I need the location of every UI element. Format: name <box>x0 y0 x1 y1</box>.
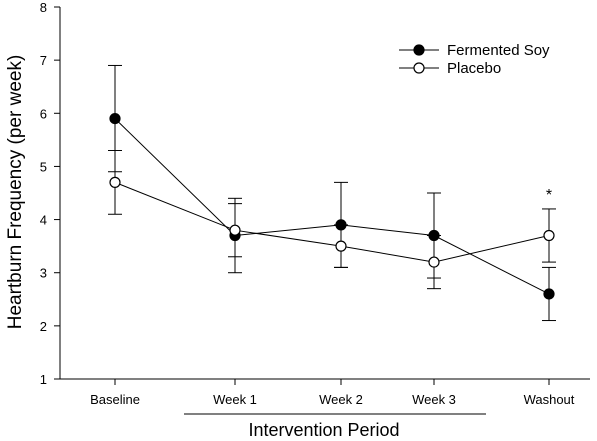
x-tick-label-week-3: Week 3 <box>412 392 456 407</box>
series-points <box>109 112 555 300</box>
legend-marker <box>413 62 425 74</box>
y-axis-ticks: 1 2 3 4 5 6 7 8 <box>40 0 60 387</box>
x-tick-label-washout: Washout <box>524 392 575 407</box>
y-tick-label-8: 8 <box>40 0 47 15</box>
y-axis-title: Heartburn Frequency (per week) <box>5 55 26 330</box>
legend-item-placebo: Placebo <box>399 60 501 77</box>
point-placebo-3 <box>428 256 440 268</box>
legend-marker <box>413 44 425 56</box>
x-axis-title: Intervention Period <box>248 420 399 440</box>
y-tick-label-3: 3 <box>40 266 47 281</box>
y-tick-label-7: 7 <box>40 53 47 68</box>
legend-item-fermented-soy: Fermented Soy <box>399 42 550 59</box>
point-fermented-soy-3 <box>428 229 440 242</box>
legend-label: Placebo <box>447 60 501 77</box>
series-line-fermented-soy <box>114 118 550 295</box>
point-fermented-soy-4 <box>543 288 555 300</box>
x-tick-label-week-1: Week 1 <box>213 392 257 407</box>
y-tick-label-1: 1 <box>40 372 47 387</box>
x-axis-ticks: Baseline Week 1 Week 2 Week 3 Washout <box>90 379 575 407</box>
error-bars <box>108 64 556 322</box>
x-tick-label-week-2: Week 2 <box>319 392 363 407</box>
point-placebo-4 <box>543 229 555 242</box>
point-fermented-soy-0 <box>109 112 121 125</box>
point-placebo-2 <box>335 240 347 252</box>
y-tick-label-5: 5 <box>40 159 47 174</box>
series-line-placebo <box>114 181 550 263</box>
axes <box>59 7 590 380</box>
point-fermented-soy-2 <box>335 219 347 231</box>
y-tick-label-2: 2 <box>40 319 47 334</box>
y-tick-label-4: 4 <box>40 213 47 228</box>
x-tick-label-baseline: Baseline <box>90 392 140 407</box>
series-lines <box>114 118 550 295</box>
y-tick-label-6: 6 <box>40 106 47 121</box>
significance-marker: * <box>546 187 552 204</box>
legend-label: Fermented Soy <box>447 42 550 59</box>
point-placebo-0 <box>109 176 121 188</box>
annotations: * <box>546 187 552 204</box>
point-placebo-1 <box>229 224 241 236</box>
